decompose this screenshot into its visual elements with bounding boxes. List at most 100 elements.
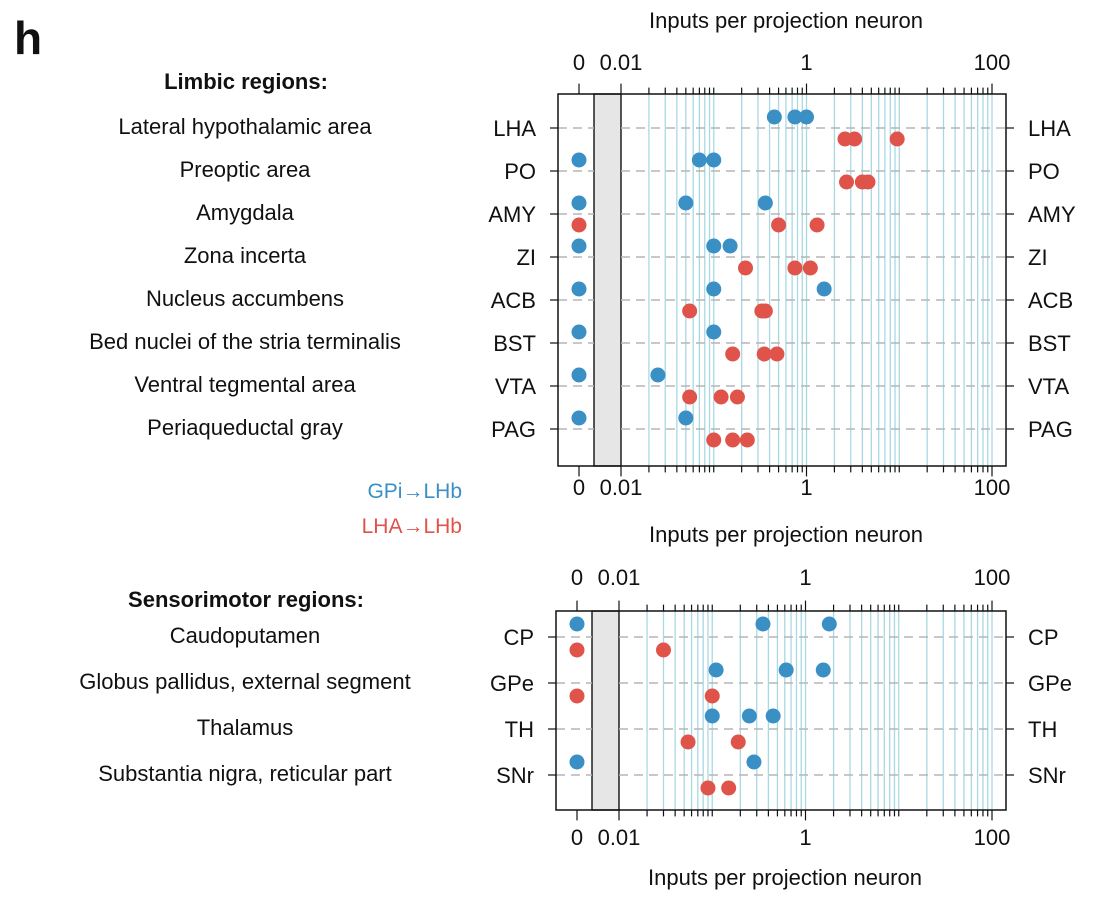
region-name: Periaqueductal gray: [147, 415, 343, 440]
gpi-point: [571, 410, 587, 426]
plot-frame: [555, 610, 1007, 811]
lha-point: [809, 217, 825, 233]
lha-point: [569, 688, 585, 704]
gpi-point: [650, 367, 666, 383]
x-tick-label: 0.01: [598, 565, 641, 590]
region-name: Caudoputamen: [170, 623, 320, 648]
gpi-point: [815, 662, 831, 678]
lha-point: [680, 734, 696, 750]
y-tick-label-left: GPe: [490, 671, 534, 696]
y-tick-label-left: VTA: [495, 374, 536, 399]
gpi-point: [691, 152, 707, 168]
gpi-point: [571, 152, 587, 168]
region-name: Thalamus: [197, 715, 294, 740]
lha-point: [700, 780, 716, 796]
x-tick-label: 1: [799, 565, 811, 590]
y-tick-label-right: GPe: [1028, 671, 1072, 696]
gpi-point: [571, 238, 587, 254]
lha-point: [682, 303, 698, 319]
x-tick-label: 1: [800, 475, 812, 500]
x-tick-label: 1: [799, 825, 811, 850]
lha-point: [739, 432, 755, 448]
sensorimotor-title: Sensorimotor regions:: [128, 587, 364, 612]
plot-frame: [557, 93, 1007, 467]
lha-point: [729, 389, 745, 405]
gpi-point: [706, 152, 722, 168]
legend-gpi: GPi→LHb: [367, 480, 462, 503]
y-tick-label-left: SNr: [496, 763, 534, 788]
x-axis-title: Inputs per projection neuron: [649, 8, 923, 33]
y-tick-label-left: LHA: [493, 116, 536, 141]
gpi-point: [706, 238, 722, 254]
lha-point: [771, 217, 787, 233]
axis-break-region: [591, 610, 620, 811]
x-tick-label: 100: [974, 825, 1011, 850]
gpi-point: [766, 109, 782, 125]
sensorimotor-plot: 0 0.01 1 100 0 0.01 1 100 Inputs per projection …: [79, 565, 1072, 890]
gpi-point: [821, 616, 837, 632]
y-tick-label-right: BST: [1028, 331, 1071, 356]
y-tick-label-left: PO: [504, 159, 536, 184]
gpi-point: [706, 281, 722, 297]
gpi-point: [571, 195, 587, 211]
region-name: Ventral tegmental area: [134, 372, 356, 397]
x-tick-label: 0: [571, 825, 583, 850]
y-tick-label-right: VTA: [1028, 374, 1069, 399]
gpi-point: [816, 281, 832, 297]
lha-point: [706, 432, 722, 448]
gpi-point: [708, 662, 724, 678]
y-tick-label-left: TH: [505, 717, 534, 742]
gpi-point: [706, 324, 722, 340]
gpi-point: [678, 195, 694, 211]
lha-point: [655, 642, 671, 658]
region-name: Globus pallidus, external segment: [79, 669, 410, 694]
x-axis-title: Inputs per projection neuron: [649, 522, 923, 547]
gpi-point: [799, 109, 814, 125]
x-tick-label: 0: [573, 50, 585, 75]
lha-point: [682, 389, 698, 405]
x-tick-label: 0.01: [600, 475, 643, 500]
lha-point: [725, 432, 741, 448]
gpi-point: [704, 708, 720, 724]
region-name: Preoptic area: [180, 157, 312, 182]
y-tick-label-right: ACB: [1028, 288, 1073, 313]
region-name: Nucleus accumbens: [146, 286, 344, 311]
gpi-point: [569, 616, 585, 632]
lha-point: [802, 260, 818, 276]
lha-point: [787, 260, 803, 276]
y-tick-label-left: PAG: [491, 417, 536, 442]
lha-point: [725, 346, 741, 362]
lha-point: [730, 734, 746, 750]
y-tick-label-right: LHA: [1028, 116, 1071, 141]
gpi-point: [787, 109, 803, 125]
lha-point: [847, 131, 863, 147]
region-name: Lateral hypothalamic area: [118, 114, 372, 139]
y-tick-label-right: TH: [1028, 717, 1057, 742]
region-name: Zona incerta: [184, 243, 307, 268]
lha-point: [769, 346, 785, 362]
gpi-point: [746, 754, 762, 770]
y-tick-label-left: ACB: [491, 288, 536, 313]
y-tick-label-left: BST: [493, 331, 536, 356]
limbic-title: Limbic regions:: [164, 69, 328, 94]
x-tick-label: 100: [974, 50, 1011, 75]
lha-point: [757, 303, 773, 319]
region-name: Amygdala: [196, 200, 295, 225]
region-name: Substantia nigra, reticular part: [98, 761, 392, 786]
limbic-plot: 0 0.01 1 100 0 0.01 1 100 Inputs per projection …: [89, 8, 1076, 547]
gpi-point: [571, 324, 587, 340]
x-axis-title: Inputs per projection neuron: [648, 865, 922, 890]
gpi-point: [765, 708, 781, 724]
lha-point: [721, 780, 737, 796]
panel-label: h: [14, 12, 42, 64]
y-tick-label-right: AMY: [1028, 202, 1076, 227]
x-tick-label: 0: [571, 565, 583, 590]
lha-point: [569, 642, 585, 658]
lha-point: [860, 174, 876, 190]
legend-lha: LHA→LHb: [362, 515, 462, 538]
region-name: Bed nuclei of the stria terminalis: [89, 329, 401, 354]
x-tick-label: 0.01: [600, 50, 643, 75]
gpi-point: [571, 281, 587, 297]
lha-point: [839, 174, 855, 190]
